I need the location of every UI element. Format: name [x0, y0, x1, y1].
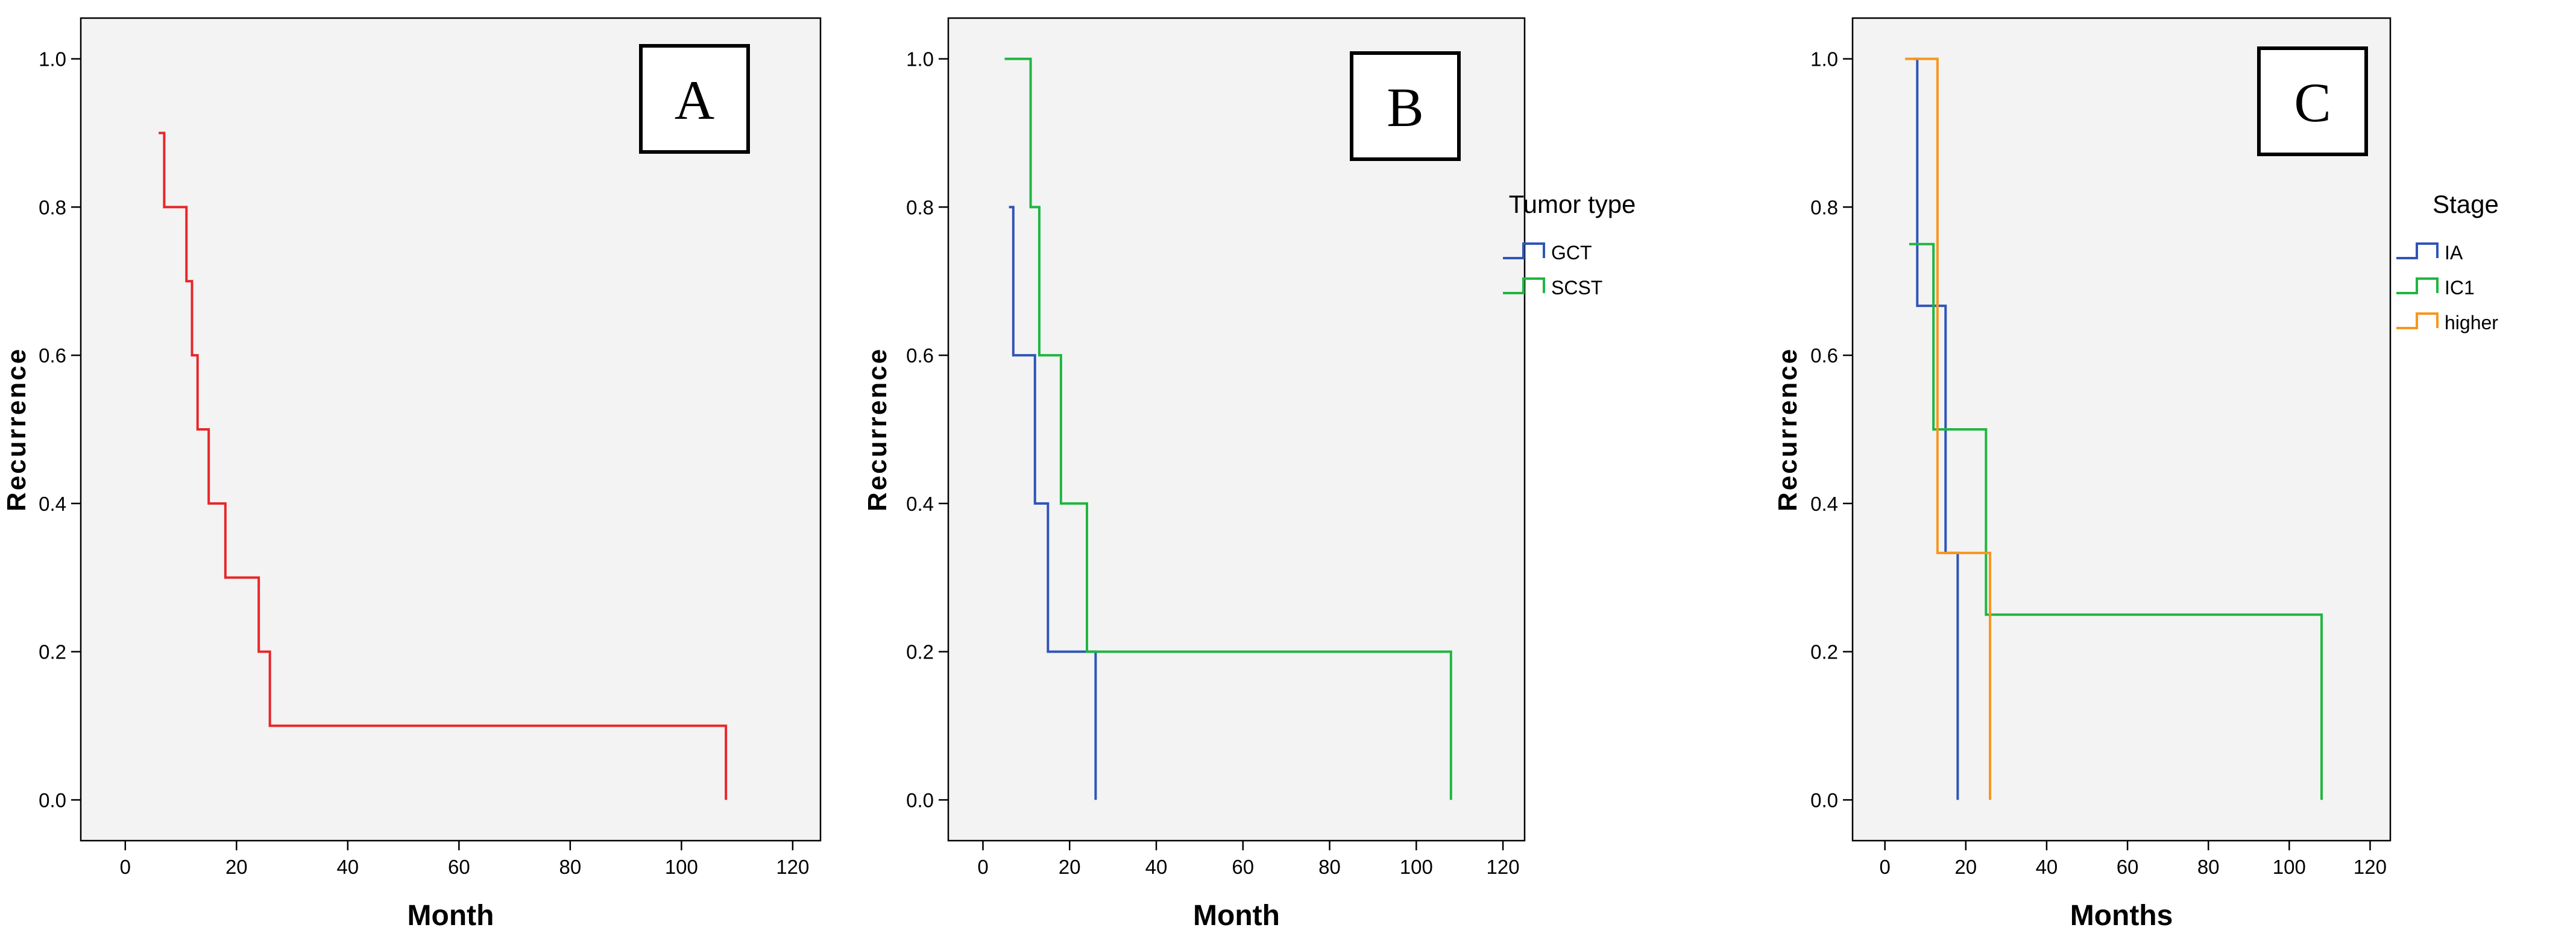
y-tick-label: 0.6 [39, 344, 66, 367]
y-tick-label: 0.4 [906, 493, 934, 515]
legend-entry: SCST [1551, 277, 1602, 299]
y-tick-label: 0.8 [39, 196, 66, 218]
x-tick-label: 80 [2197, 856, 2220, 878]
y-tick-label: 0.2 [39, 641, 66, 663]
x-tick-label: 40 [1145, 856, 1168, 878]
y-tick-label: 0.6 [906, 344, 934, 367]
legend-swatch [1503, 277, 1545, 294]
y-tick-label: 0.8 [1810, 196, 1838, 218]
y-tick-label: 0.0 [906, 789, 934, 811]
y-tick-label: 0.4 [39, 493, 66, 515]
legend: Tumor type GCT SCST [1503, 190, 1636, 299]
y-axis-label: Recurrence [1773, 347, 1803, 511]
y-tick-label: 0.0 [1810, 789, 1838, 811]
panel-letter-box [639, 44, 750, 154]
x-tick-label: 20 [1954, 856, 1977, 878]
legend-title: Stage [2433, 190, 2499, 218]
x-tick-label: 0 [1879, 856, 1890, 878]
series-scst [1004, 57, 1452, 800]
panel-letter: B [1387, 77, 1423, 138]
x-axis-label: Months [2070, 900, 2173, 932]
series-gct [1009, 206, 1097, 800]
x-tick-label: 100 [2273, 856, 2306, 878]
legend-entry: IC1 [2445, 277, 2475, 299]
panel-letter: A [675, 69, 714, 131]
x-tick-label: 120 [776, 856, 809, 878]
panel-letter-box [1350, 51, 1461, 161]
legend-swatch [2396, 312, 2439, 329]
y-tick-label: 1.0 [39, 48, 66, 71]
legend-swatch [2396, 242, 2439, 259]
y-tick-label: 0.8 [906, 196, 934, 218]
y-tick-label: 0.2 [906, 641, 934, 663]
x-tick-label: 120 [1487, 856, 1520, 878]
panel-b: 0.0 0.2 0.4 0.6 0.8 1.0 0 20 40 60 80 100 120 Month Re… [863, 17, 1636, 932]
legend-entry: GCT [1551, 242, 1592, 264]
x-tick-label: 20 [1059, 856, 1081, 878]
legend: Stage IA IC1 higher [2396, 190, 2499, 333]
series-all [159, 131, 728, 800]
x-tick-label: 40 [2036, 856, 2058, 878]
x-tick-label: 60 [1232, 856, 1254, 878]
x-tick-label: 0 [120, 856, 131, 878]
legend-entry: IA [2445, 242, 2463, 264]
y-tick-label: 0.6 [1810, 344, 1838, 367]
y-tick-label: 1.0 [906, 48, 934, 71]
x-axis-label: Month [1193, 900, 1280, 932]
y-axis-label: Recurrence [2, 347, 31, 511]
series-ic1 [1909, 242, 2323, 800]
panel-letter: C [2294, 72, 2331, 133]
y-axis-label: Recurrence [863, 347, 892, 511]
x-tick-label: 120 [2354, 856, 2387, 878]
legend-swatch [2396, 277, 2439, 294]
y-tick-label: 0.0 [39, 789, 66, 811]
panel-c: 0.0 0.2 0.4 0.6 0.8 1.0 0 20 40 60 80 100 120 Months R… [1773, 17, 2499, 932]
x-tick-label: 100 [665, 856, 698, 878]
panel-a: 0.0 0.2 0.4 0.6 0.8 1.0 0 20 40 60 80 100 120 Month Re… [2, 17, 822, 932]
y-tick-label: 0.2 [1810, 641, 1838, 663]
y-tick-label: 0.4 [1810, 493, 1838, 515]
legend-entry: higher [2445, 312, 2498, 333]
series-higher [1905, 57, 1992, 800]
x-tick-label: 20 [225, 856, 248, 878]
x-tick-label: 60 [2117, 856, 2139, 878]
x-tick-label: 80 [559, 856, 581, 878]
y-tick-label: 1.0 [1810, 48, 1838, 71]
x-tick-label: 40 [336, 856, 359, 878]
x-tick-label: 80 [1318, 856, 1341, 878]
x-tick-label: 0 [977, 856, 988, 878]
panel-letter-box [2257, 46, 2368, 156]
x-axis-label: Month [408, 900, 494, 932]
legend-swatch [1503, 242, 1545, 259]
x-tick-label: 100 [1400, 856, 1433, 878]
legend-title: Tumor type [1509, 190, 1636, 218]
x-tick-label: 60 [448, 856, 470, 878]
